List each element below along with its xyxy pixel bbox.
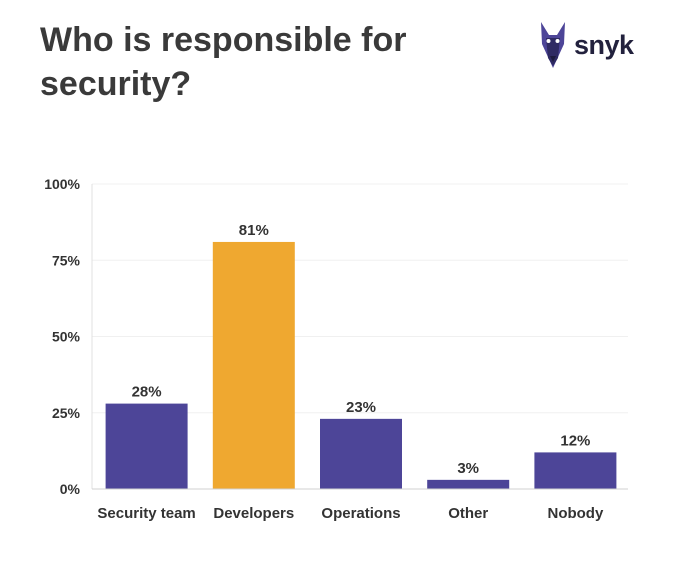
bar bbox=[320, 418, 402, 489]
y-tick-label: 75% bbox=[52, 252, 81, 268]
y-tick-label: 100% bbox=[44, 176, 80, 192]
category-label: Nobody bbox=[547, 505, 603, 522]
logo-wordmark: snyk bbox=[574, 29, 634, 60]
category-label: Other bbox=[448, 505, 488, 522]
chart-title: Who is responsible for security? bbox=[40, 21, 407, 103]
data-label: 3% bbox=[457, 460, 479, 477]
doberman-icon bbox=[541, 22, 565, 68]
bar bbox=[534, 452, 617, 489]
y-tick-label: 25% bbox=[52, 405, 81, 421]
data-label: 23% bbox=[346, 399, 376, 416]
data-label: 81% bbox=[239, 222, 269, 239]
category-label: Operations bbox=[321, 505, 400, 522]
bar bbox=[427, 479, 510, 489]
data-label: 12% bbox=[560, 432, 590, 449]
category-label: Security team bbox=[97, 505, 195, 522]
data-label: 28% bbox=[132, 384, 162, 401]
y-tick-label: 0% bbox=[60, 481, 81, 497]
bar bbox=[105, 403, 188, 489]
snyk-logo: snyk bbox=[538, 22, 634, 68]
bar bbox=[212, 241, 295, 489]
category-label: Developers bbox=[213, 505, 294, 522]
y-tick-label: 50% bbox=[52, 329, 81, 345]
